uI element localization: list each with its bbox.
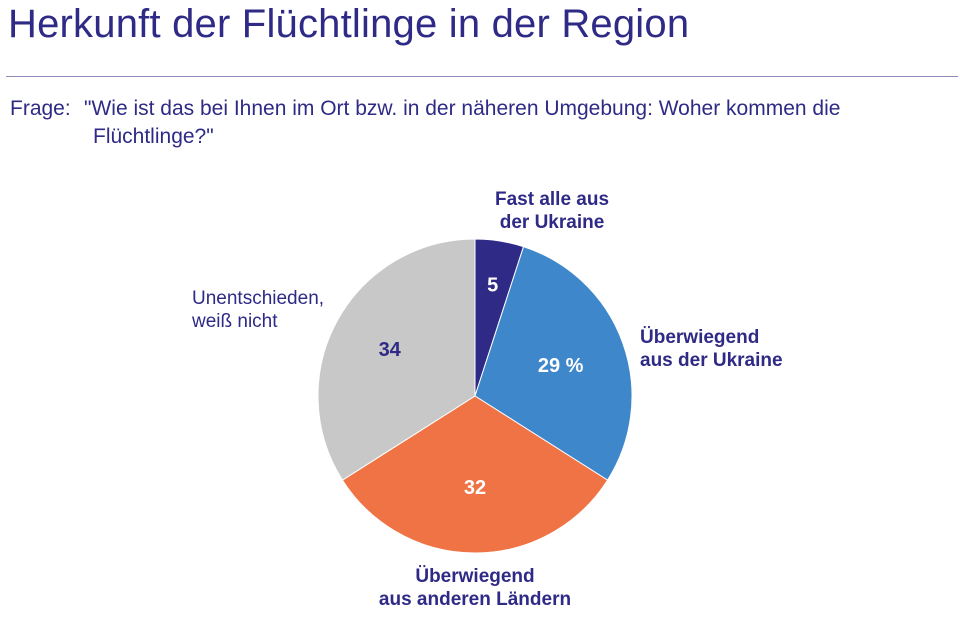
pie-value-label-1: 29 %	[538, 355, 584, 377]
pie-category-label-3: Unentschieden, weiß nicht	[191, 288, 324, 332]
pie-category-labels: Fast alle aus der Ukraine Überwiegend aus d…	[191, 189, 783, 610]
pie-category-label-0: Fast alle aus der Ukraine	[495, 189, 609, 233]
pie-value-label-0: 5	[487, 274, 498, 296]
question-text: "Wie ist das bei Ihnen im Ort bzw. in de…	[84, 97, 841, 148]
pie-category-label-2: Überwiegend aus anderen Ländern	[379, 566, 571, 610]
pie-category-label-1: Überwiegend aus der Ukraine	[640, 327, 783, 371]
question-label: Frage:	[10, 97, 71, 120]
pie-slice-2	[341, 395, 609, 554]
pie-value-label-2: 32	[464, 477, 486, 499]
pie-slices	[317, 238, 633, 554]
page-title: Herkunft der Flüchtlinge in der Region	[8, 2, 690, 46]
pie-slice-1	[474, 246, 633, 481]
pie-slice-3	[317, 238, 476, 481]
pie-value-labels: 5 29 % 32 34	[379, 274, 584, 499]
pie-value-label-3: 34	[379, 339, 402, 361]
title-divider	[6, 76, 958, 77]
